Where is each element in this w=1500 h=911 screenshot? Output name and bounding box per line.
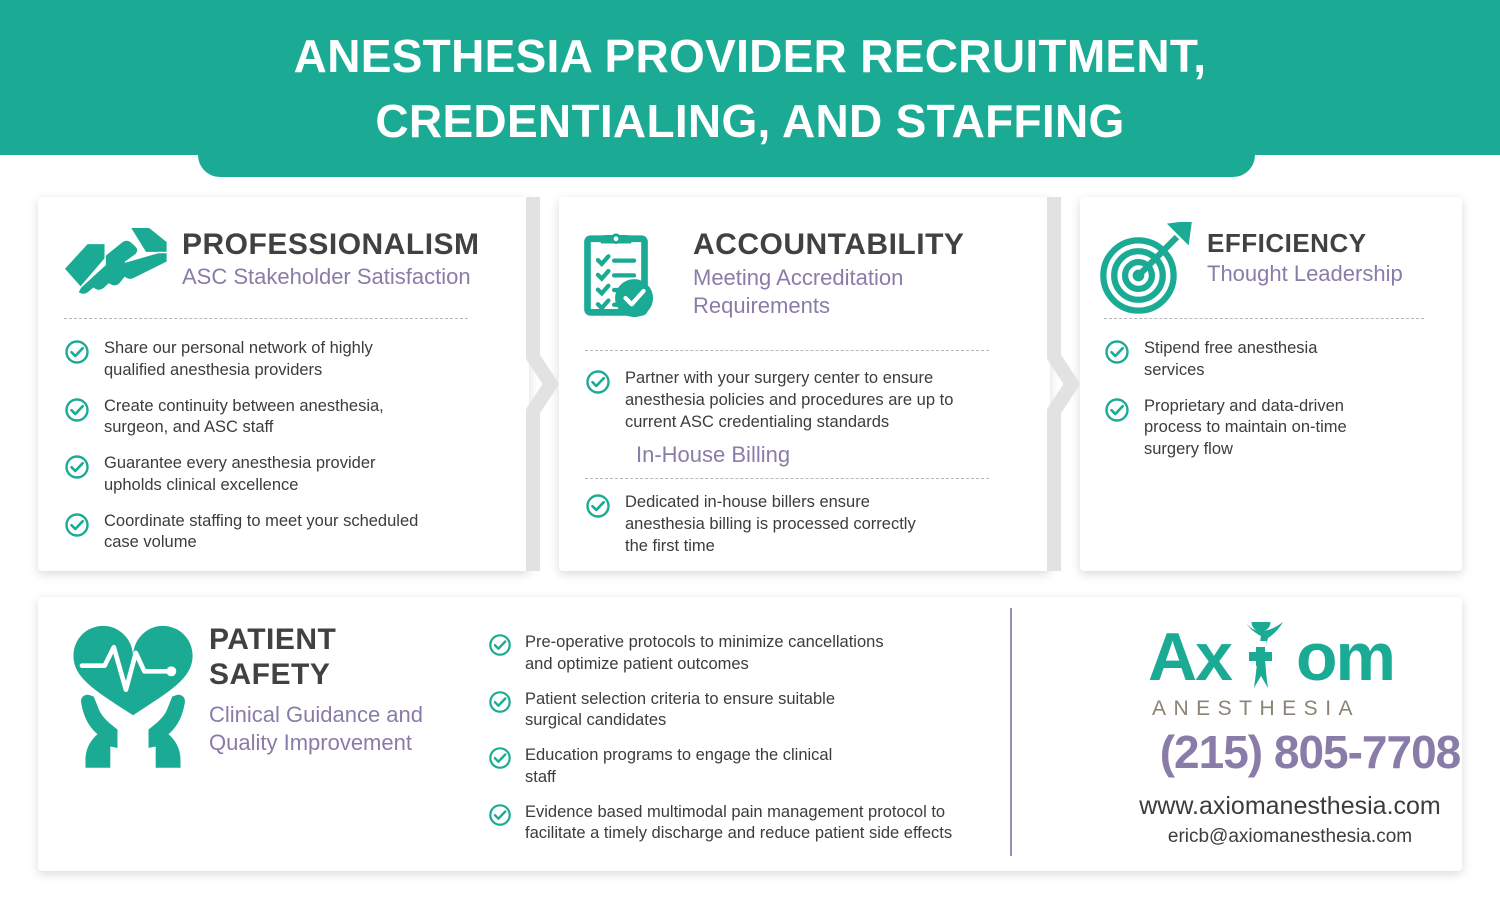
svg-text:Ax: Ax xyxy=(1148,622,1233,692)
svg-text:om: om xyxy=(1296,622,1394,692)
